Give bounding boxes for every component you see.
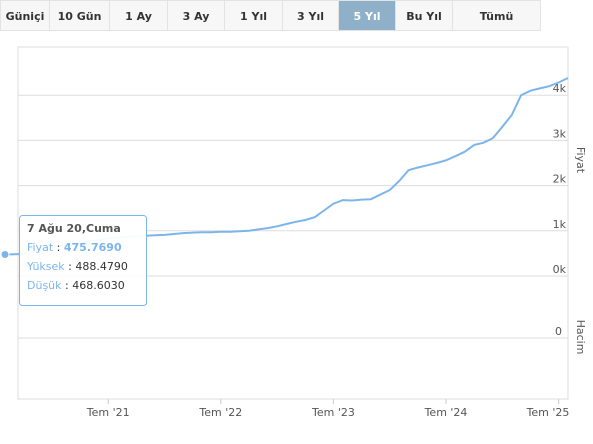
y-tick-label: 0k [553,263,567,276]
tooltip-value: 488.4790 [75,260,128,273]
y-tick-label: 4k [553,82,567,95]
y-tick-label: 3k [553,127,567,140]
x-tick-label: Tem '22 [198,406,242,419]
range-button[interactable]: Bu Yıl [396,0,453,31]
range-button[interactable]: 1 Yıl [225,0,283,31]
range-button[interactable]: 3 Yıl [283,0,339,31]
range-button[interactable]: 3 Ay [168,0,225,31]
hover-point [0,249,10,259]
volume-axis-title: Hacim [574,320,587,355]
x-tick-label: Tem '23 [311,406,355,419]
volume-tick-label: 0 [555,325,562,338]
range-button[interactable]: Tümü [453,0,541,31]
tooltip: 7 Ağu 20,Cuma Fiyat : 475.7690 Yüksek : 48… [19,215,147,306]
y-axis-title: Fiyat [574,147,587,174]
x-tick-label: Tem '25 [526,406,570,419]
range-button[interactable]: 10 Gün [50,0,110,31]
tooltip-date: 7 Ağu 20,Cuma [27,222,121,235]
separator: : [62,279,73,292]
range-selector: Güniçi 10 Gün 1 Ay 3 Ay 1 Yıl 3 Yıl 5 Yıl Bu Yı… [0,0,541,33]
range-button[interactable]: 1 Ay [110,0,168,31]
x-tick-label: Tem '24 [424,406,468,419]
plot-frame [17,46,569,400]
tooltip-label: Yüksek [26,260,65,273]
tooltip-label: Fiyat [27,241,54,254]
tooltip-row: Düşük : 468.6030 [27,279,125,292]
y-tick-label: 1k [553,218,567,231]
tooltip-row: Yüksek : 488.4790 [26,260,128,273]
tooltip-box [19,215,147,306]
separator: : [53,241,64,254]
tooltip-value: 468.6030 [72,279,125,292]
x-tick-label: Tem '21 [86,406,130,419]
y-tick-label: 2k [553,173,567,186]
separator: : [65,260,76,273]
range-button[interactable]: Güniçi [0,0,50,31]
tooltip-label: Düşük [27,279,62,292]
tooltip-value: 475.7690 [64,241,122,254]
tooltip-row: Fiyat : 475.7690 [27,241,122,254]
range-button[interactable]: 5 Yıl [339,0,396,31]
